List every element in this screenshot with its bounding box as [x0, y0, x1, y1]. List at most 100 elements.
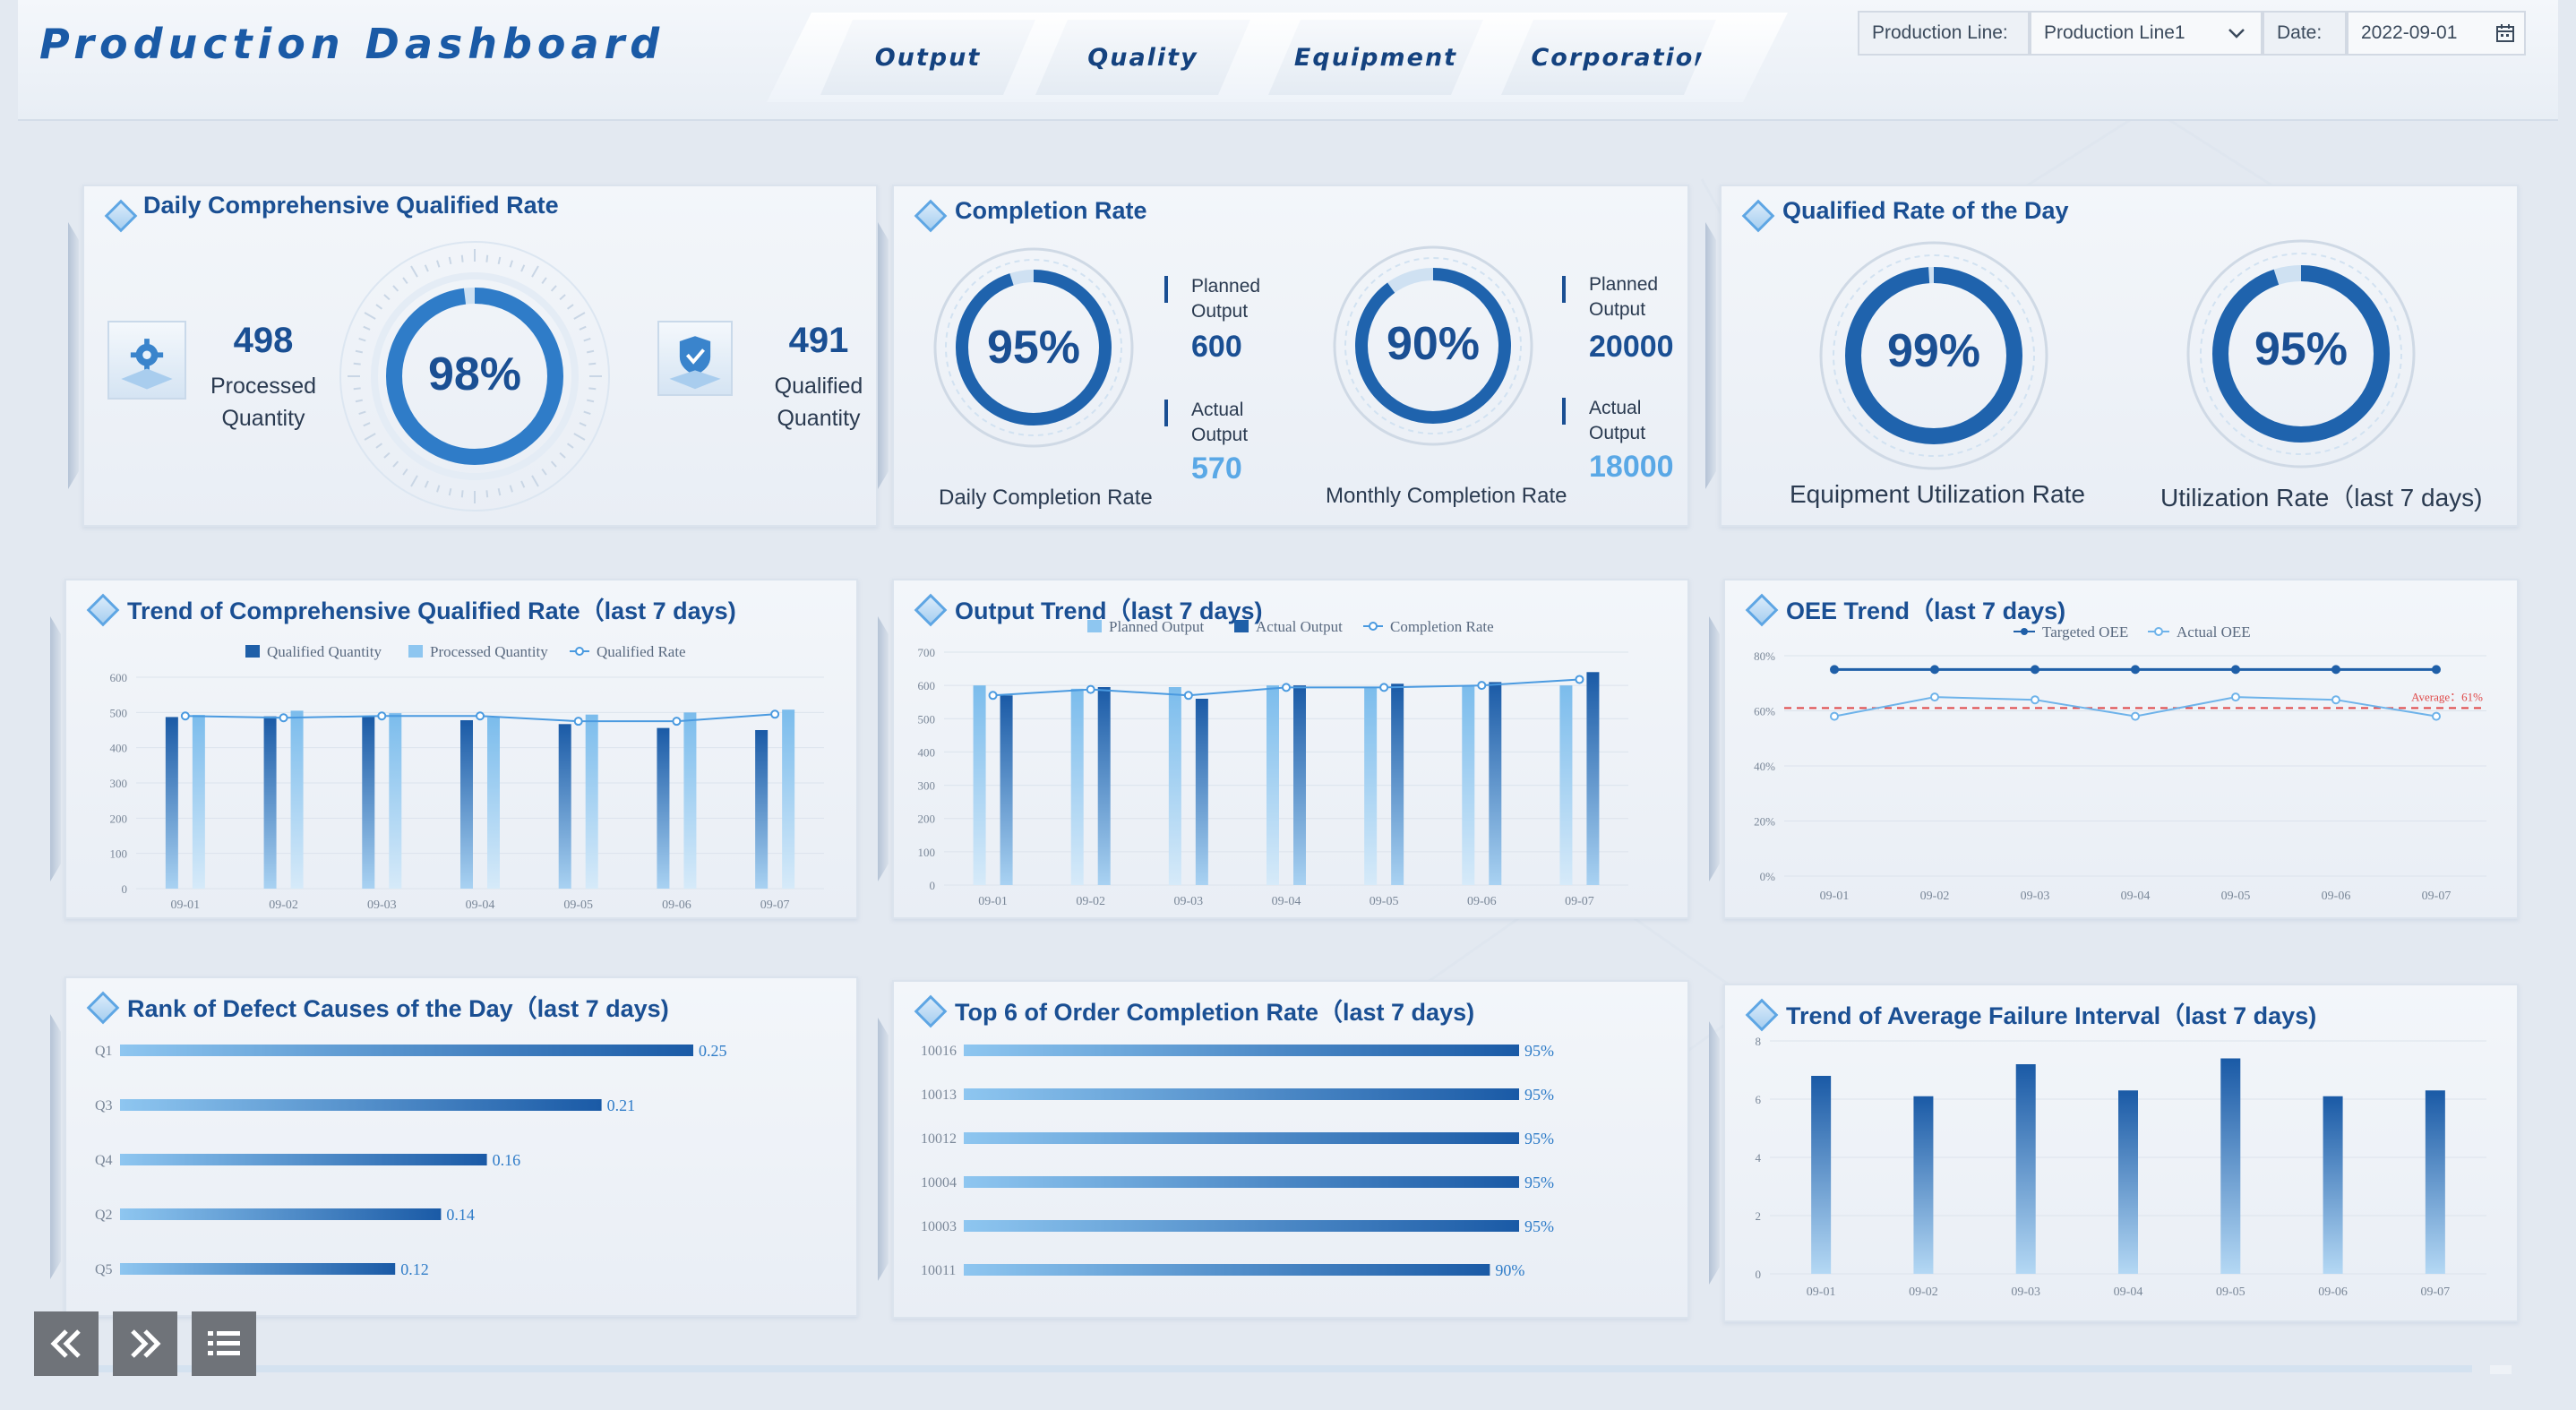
category-label: Q3: [95, 1098, 113, 1113]
bar: [755, 730, 769, 889]
utilization-rate-gauge: [2186, 239, 2416, 469]
date-label: Date:: [2263, 11, 2347, 56]
line-point: [1183, 691, 1193, 701]
gauge-tick: [520, 480, 526, 488]
y-tick-label: 400: [110, 742, 128, 755]
legend-qualified-rate[interactable]: Qualified Rate: [570, 643, 686, 660]
diamond-icon: [914, 199, 948, 233]
category-label: 10013: [921, 1088, 957, 1103]
line-point: [1086, 684, 1095, 694]
legend-processed-quantity[interactable]: Processed Quantity: [408, 643, 548, 660]
bar: [120, 1045, 693, 1056]
value-label: 90%: [1495, 1261, 1524, 1279]
gauge-tick: [485, 490, 489, 498]
chevron-down-icon: [2228, 29, 2245, 39]
actual-oee-point: [2432, 711, 2441, 721]
bar: [964, 1176, 1519, 1188]
actual-oee-point: [2331, 695, 2340, 705]
list-icon: [208, 1331, 240, 1355]
tab-corporation[interactable]: Corporation: [1501, 20, 1716, 95]
x-tick-label: 09-02: [1909, 1285, 1938, 1299]
bar: [120, 1208, 442, 1220]
daily-completion-rate-value: 95%: [986, 322, 1081, 374]
gauge-tick: [586, 349, 595, 354]
line-point: [1477, 681, 1487, 691]
bar: [1913, 1096, 1934, 1274]
y-tick-label: 600: [110, 671, 128, 684]
panel-title: OEE Trend（last 7 days): [1786, 598, 2066, 624]
tab-equipment[interactable]: Equipment: [1268, 20, 1483, 95]
gauge-tick: [364, 433, 376, 441]
tab-quality[interactable]: Quality: [1035, 20, 1250, 95]
legend-actual-oee[interactable]: Actual OEE: [2148, 623, 2251, 641]
category-label: 10012: [921, 1131, 957, 1147]
legend-planned-output[interactable]: Planned Output: [1087, 618, 1205, 635]
gauge-tick: [448, 256, 452, 265]
bar: [1811, 1076, 1832, 1274]
menu-list-button[interactable]: [192, 1311, 256, 1376]
bar: [2220, 1058, 2241, 1274]
utilization-rate-value: 95%: [2254, 323, 2348, 375]
bar: [973, 685, 986, 885]
gauge-tick: [363, 422, 371, 427]
previous-page-button[interactable]: [34, 1311, 99, 1376]
date-picker[interactable]: 2022-09-01: [2347, 11, 2526, 56]
y-tick-label: 0%: [1760, 870, 1776, 883]
output-trend-chart: Planned Output Actual Output Completion …: [918, 618, 1628, 908]
bar: [782, 709, 795, 889]
legend-targeted-oee[interactable]: Targeted OEE: [2014, 623, 2128, 641]
next-page-button[interactable]: [113, 1311, 177, 1376]
y-tick-label: 500: [918, 712, 936, 726]
category-label: Q4: [95, 1153, 113, 1168]
gauge-tick: [520, 264, 526, 272]
line-point: [573, 717, 583, 726]
panel-title: Trend of Average Failure Interval（last 7…: [1786, 1002, 2317, 1029]
x-tick-label: 09-05: [2216, 1285, 2245, 1299]
calendar-icon[interactable]: [2495, 23, 2515, 43]
category-label: Q5: [95, 1262, 113, 1277]
double-right-icon: [131, 1329, 161, 1358]
panel-title: Completion Rate: [955, 197, 1147, 224]
qualified-rate-value: 98%: [427, 348, 522, 400]
legend-label: Completion Rate: [1390, 618, 1494, 635]
line-point: [1575, 675, 1584, 684]
line-point: [180, 711, 190, 721]
legend-qualified-quantity[interactable]: Qualified Quantity: [245, 643, 382, 660]
line-point: [476, 711, 485, 721]
panel-order-top6: Top 6 of Order Completion Rate（last 7 da…: [892, 980, 1689, 1319]
legend-actual-output[interactable]: Actual Output: [1234, 618, 1343, 635]
gauge-tick: [586, 399, 595, 403]
panel-failure-interval: Trend of Average Failure Interval（last 7…: [1723, 984, 2519, 1322]
bar: [165, 717, 178, 889]
monthly-planned-value: 20000: [1589, 330, 1674, 364]
x-tick-label: 09-03: [367, 898, 397, 912]
gauge-tick: [573, 433, 586, 441]
panel-defect-rank: Rank of Defect Causes of the Day（last 7 …: [64, 976, 858, 1317]
x-tick-label: 09-05: [1370, 895, 1399, 908]
value-label: 95%: [1524, 1086, 1554, 1104]
panel-title: Top 6 of Order Completion Rate（last 7 da…: [955, 999, 1475, 1026]
line-point: [1282, 683, 1291, 692]
legend-label: Qualified Quantity: [267, 643, 382, 660]
y-tick-label: 300: [110, 777, 128, 790]
gauge-tick: [375, 443, 383, 449]
y-tick-label: 4: [1756, 1151, 1762, 1165]
legend-completion-rate[interactable]: Completion Rate: [1363, 618, 1494, 635]
monthly-completion-caption: Monthly Completion Rate: [1326, 484, 1567, 508]
panel-edge-decoration: [50, 1014, 61, 1279]
bar: [964, 1045, 1519, 1056]
bar: [487, 717, 500, 889]
targeted-oee-point: [2031, 665, 2039, 675]
production-line-select[interactable]: Production Line1: [2030, 11, 2263, 56]
bar: [1070, 688, 1084, 885]
gauge-tick: [358, 410, 366, 415]
gauge-tick: [392, 285, 399, 292]
tab-output[interactable]: Output: [820, 20, 1035, 95]
equipment-utilization-value: 99%: [1886, 325, 1981, 377]
daily-completion-gauge: [933, 247, 1134, 448]
qualified-rate-gauge: [339, 241, 610, 512]
bar: [2425, 1090, 2445, 1274]
panel-title: Qualified Rate of the Day: [1782, 197, 2069, 224]
legend-swatch: [1234, 620, 1249, 632]
panel-trend-qualified: Trend of Comprehensive Qualified Rate（la…: [64, 579, 858, 919]
